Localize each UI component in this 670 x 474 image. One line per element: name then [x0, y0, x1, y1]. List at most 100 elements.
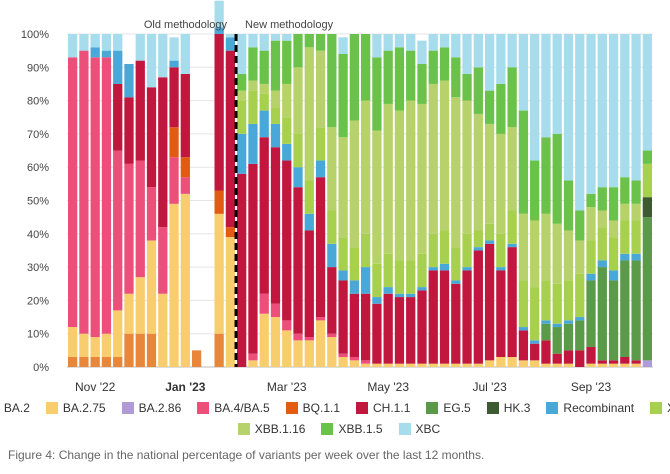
bar-segment: BA.4/BA.5: 1%: [327, 333, 337, 338]
bar-segment: XBB.1.5: 10%: [259, 50, 269, 84]
bar-segment: XBB: 10%: [597, 227, 607, 261]
bar-segment: XBB: 10%: [349, 247, 359, 281]
bar-segment: Recombinant: 1%: [563, 320, 574, 324]
bar-segment: XBB.1.16: 10%: [586, 207, 596, 241]
bar-segment: BA.4/BA.5: 5%: [180, 177, 190, 194]
bar-segment: BA.2: 10%: [214, 333, 224, 367]
bar-segment: Recombinant: 1%: [462, 267, 472, 271]
bar-segment: Recombinant: 1%: [496, 267, 506, 271]
legend-item[interactable]: BQ.1.1: [285, 401, 340, 415]
bar-segment: XBB.1.5: 12%: [451, 57, 461, 98]
bar-segment: XBC: 30%: [552, 34, 562, 134]
bar-segment: XBB: 10%: [293, 133, 303, 168]
bar-segment: XBB: 10%: [439, 230, 450, 264]
bar-segment: XBC: 2%: [282, 34, 292, 41]
bar-segment: CH.1.1: 5%: [586, 347, 596, 364]
bar-segment: XBC: 5%: [428, 34, 438, 51]
bar-segment: BA.2.75: 1%: [473, 363, 483, 367]
legend-item[interactable]: CH.1.1: [356, 401, 410, 415]
bar-segment: XBB.1.5: 5%: [237, 73, 247, 91]
bar-segment: XBB: 5%: [270, 107, 281, 124]
legend-item[interactable]: XBB: [650, 401, 670, 415]
bar-segment: BA.2.75: 1%: [383, 363, 393, 367]
legend-item[interactable]: BA.4/BA.5: [197, 401, 270, 415]
bar-segment: CH.1.1: 3%: [552, 353, 562, 364]
bar-segment: BA.2.75: 1%: [597, 363, 607, 367]
bar-segment: Recombinant: 2%: [586, 273, 596, 281]
bar-segment: CH.1.1: 18%: [372, 303, 382, 364]
bar-segment: BA.2.75: 52%: [180, 193, 190, 367]
bar-segment: XBB.1.16: 35%: [473, 113, 483, 231]
bar-segment: BA.4/BA.5: 2%: [248, 353, 258, 361]
bar-segment: CH.1.1: 7%: [541, 340, 551, 364]
legend-item[interactable]: EG.5: [426, 401, 471, 415]
x-tick-label: Jan '23: [165, 380, 206, 394]
bar-segment: XBB: 10%: [642, 163, 652, 198]
bar-segment: XBC: 5%: [101, 34, 112, 51]
bar-segment: BA.2.75: 9%: [327, 337, 337, 367]
bar-segment: XBB.1.16: 45%: [439, 80, 450, 231]
legend-item[interactable]: Recombinant: [546, 401, 634, 415]
legend-swatch: [285, 401, 298, 414]
bar-segment: XBB.1.5: 10%: [248, 47, 258, 81]
bar-segment: XBB: 10%: [631, 220, 641, 254]
bar-segment: XBC: 5%: [113, 34, 123, 51]
bar-segment: XBB: 12%: [541, 280, 551, 321]
bar-segment: Recombinant: 5%: [304, 213, 314, 231]
legend-item[interactable]: XBB.1.16: [237, 422, 305, 436]
bar-segment: XBB: 10%: [406, 260, 416, 294]
bar-segment: CH.1.1: 28%: [439, 270, 450, 364]
bar-segment: XBB: 10%: [237, 100, 247, 134]
bar-segment: XBB: 5%: [259, 93, 269, 111]
bar-segment: Recombinant: 8%: [259, 110, 269, 138]
y-tick-label: 20%: [27, 295, 49, 307]
bar-segment: CH.1.1: 47%: [270, 147, 281, 304]
bar-segment: XBC: 46%: [608, 34, 619, 188]
bar-segment: XBB.1.16: 30%: [338, 137, 348, 238]
bar-segment: BA.2.75: 1%: [620, 363, 630, 367]
bar-segment: EG.5: 43%: [642, 217, 652, 361]
bar-segment: XBC: 7%: [372, 34, 382, 58]
bar-segment: Recombinant: 2%: [597, 260, 607, 268]
bar-segment: XBC: 1%: [225, 34, 236, 38]
bar-segment: BA.4/BA.5: 48%: [113, 150, 123, 311]
y-tick-label: 90%: [27, 62, 49, 74]
bar-segment: XBB.1.5: 25%: [338, 53, 348, 138]
bar-segment: XBB.1.16: 30%: [496, 133, 506, 234]
legend-item[interactable]: BA.2: [0, 401, 30, 415]
legend-item[interactable]: BA.2.86: [121, 401, 181, 415]
bar-segment: XBC: 5%: [79, 34, 89, 51]
legend-item[interactable]: XBB.1.5: [321, 422, 383, 436]
bar-segment: CH.1.1: 18%: [169, 67, 179, 128]
bar-segment: Recombinant: 2%: [169, 60, 179, 68]
bar-segment: CH.1.1: 48%: [282, 160, 292, 321]
bar-segment: BA.2.75: 1%: [541, 363, 551, 367]
bar-segment: XBB.1.16: 48%: [406, 100, 416, 261]
bar-segment: CH.1.1: 35%: [484, 243, 495, 361]
bar-segment: CH.1.1: 26%: [496, 270, 506, 358]
legend-row: BA.2 BA.2.75 BA.2.86 BA.4/BA.5 BQ.1.1 CH.1.1 E…: [4, 397, 670, 418]
bar-segment: Recombinant: 7%: [270, 123, 281, 148]
bar-segment: XBC: 12%: [237, 34, 247, 74]
bar-segment: Recombinant: 3%: [608, 270, 619, 281]
bar-segment: XBB: 10%: [248, 90, 258, 124]
bar-segment: XBC: 16%: [146, 34, 157, 88]
bar-segment: CH.1.1: 42%: [315, 177, 326, 318]
bar-segment: Recombinant: 1%: [473, 247, 483, 251]
bar-segment: CH.1.1: 1%: [597, 360, 607, 364]
bar-segment: XBB.1.5: 27%: [552, 133, 562, 224]
bar-segment: CH.1.1: 20%: [113, 83, 123, 151]
bar-segment: CH.1.1: 19%: [349, 293, 359, 358]
legend-item[interactable]: BA.2.75: [45, 401, 106, 415]
legend-item[interactable]: HK.3: [486, 401, 530, 415]
bar-segment: BA.2.75: 8%: [293, 340, 303, 367]
bar-segment: XBC: 23%: [518, 34, 529, 111]
legend-item[interactable]: XBC: [398, 422, 440, 436]
bar-segment: XBC: 5%: [259, 34, 269, 51]
bar-segment: XBB.1.5: 19%: [394, 47, 405, 111]
methodology-annotation: Old methodology New methodology: [144, 19, 334, 367]
bar-segment: BA.2.75: 22%: [158, 293, 168, 367]
bar-segment: XBC: 4%: [439, 34, 450, 48]
bar-segment: Recombinant: 3%: [90, 47, 100, 58]
bar-segment: Recombinant: 2%: [372, 297, 382, 304]
